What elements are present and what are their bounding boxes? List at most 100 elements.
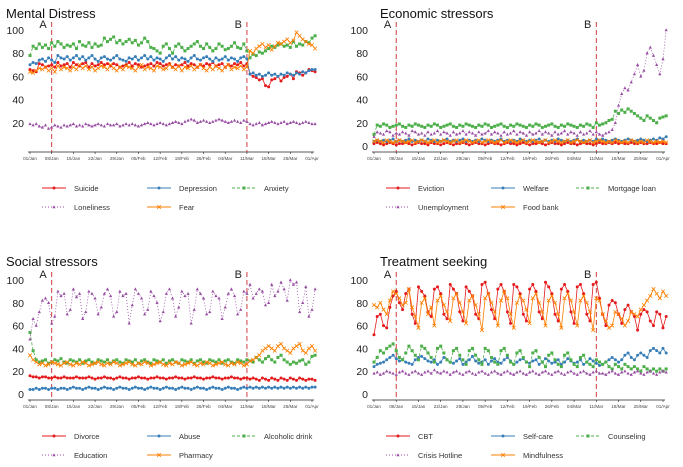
data-point	[581, 140, 586, 145]
data-point	[655, 369, 659, 373]
data-point	[610, 323, 615, 328]
data-point	[464, 132, 468, 136]
data-point	[46, 301, 51, 304]
data-point	[279, 353, 283, 357]
data-point	[416, 123, 420, 127]
data-point	[502, 289, 507, 294]
data-point	[109, 386, 113, 390]
data-point	[439, 143, 443, 147]
data-point	[385, 129, 389, 133]
data-point	[419, 138, 424, 143]
data-point	[617, 142, 621, 146]
data-point	[161, 67, 166, 72]
data-point	[559, 138, 563, 142]
data-point	[180, 122, 184, 126]
data-point	[241, 67, 246, 72]
legend-marker	[500, 452, 506, 458]
data-point	[476, 138, 481, 143]
data-point	[152, 64, 156, 68]
data-point	[276, 386, 280, 390]
data-point	[174, 44, 178, 48]
data-point	[645, 356, 649, 360]
data-point	[108, 294, 113, 298]
data-point	[442, 124, 446, 128]
data-point	[202, 64, 206, 68]
data-point	[298, 310, 302, 314]
data-point	[247, 358, 253, 364]
data-point	[257, 72, 261, 76]
y-tick-label: 100	[350, 25, 368, 37]
data-point	[266, 42, 271, 48]
data-point	[78, 376, 82, 380]
data-point	[594, 142, 598, 146]
data-point	[601, 133, 605, 137]
data-point	[223, 55, 227, 59]
data-point	[642, 365, 646, 369]
data-point	[183, 359, 187, 363]
data-point	[410, 370, 414, 374]
data-point	[105, 62, 109, 66]
data-point	[254, 355, 259, 360]
data-point	[626, 303, 630, 307]
data-point	[470, 140, 475, 145]
data-point	[105, 40, 109, 44]
data-point	[136, 63, 140, 67]
data-point	[457, 140, 462, 145]
data-point	[260, 74, 264, 78]
legend-marker	[157, 434, 161, 438]
data-point	[375, 138, 380, 143]
data-point	[239, 377, 243, 381]
data-point	[276, 378, 280, 382]
data-point	[543, 280, 547, 284]
data-point	[272, 44, 277, 49]
x-tick-label: 12/Feb	[153, 404, 168, 409]
data-point	[254, 73, 258, 77]
data-point	[205, 62, 209, 66]
data-point	[547, 353, 551, 357]
data-point	[413, 314, 418, 319]
data-point	[149, 55, 153, 59]
data-point	[657, 296, 662, 301]
data-point	[607, 303, 611, 307]
data-point	[470, 131, 475, 135]
data-point	[620, 358, 624, 362]
data-point	[275, 40, 280, 45]
data-point	[117, 363, 122, 368]
data-point	[179, 68, 184, 73]
data-point	[31, 357, 36, 362]
data-point	[229, 44, 233, 48]
data-point	[183, 60, 187, 64]
data-point	[242, 360, 246, 364]
data-point	[270, 78, 274, 82]
data-point	[445, 317, 449, 321]
data-point	[655, 372, 659, 376]
data-point	[426, 351, 430, 355]
data-point	[167, 386, 171, 390]
data-point	[198, 291, 203, 295]
data-point	[524, 133, 529, 137]
data-point	[270, 358, 274, 362]
data-point	[167, 376, 171, 380]
data-point	[192, 67, 197, 72]
data-point	[444, 309, 450, 315]
data-point	[307, 121, 311, 124]
data-point	[454, 132, 459, 136]
data-point	[84, 310, 88, 314]
data-point	[375, 370, 379, 374]
data-point	[483, 346, 487, 350]
data-point	[301, 73, 305, 77]
data-point	[208, 310, 212, 314]
data-point	[270, 376, 274, 380]
data-point	[43, 375, 47, 379]
data-point	[534, 349, 538, 353]
x-tick-label: 01/Jan	[367, 404, 381, 409]
data-point	[304, 362, 308, 366]
data-point	[115, 376, 119, 380]
data-point	[534, 371, 538, 375]
data-point	[556, 139, 561, 144]
data-point	[192, 362, 197, 367]
data-point	[236, 358, 240, 362]
series-alcoholic-drink	[28, 330, 317, 366]
data-point	[508, 371, 513, 375]
